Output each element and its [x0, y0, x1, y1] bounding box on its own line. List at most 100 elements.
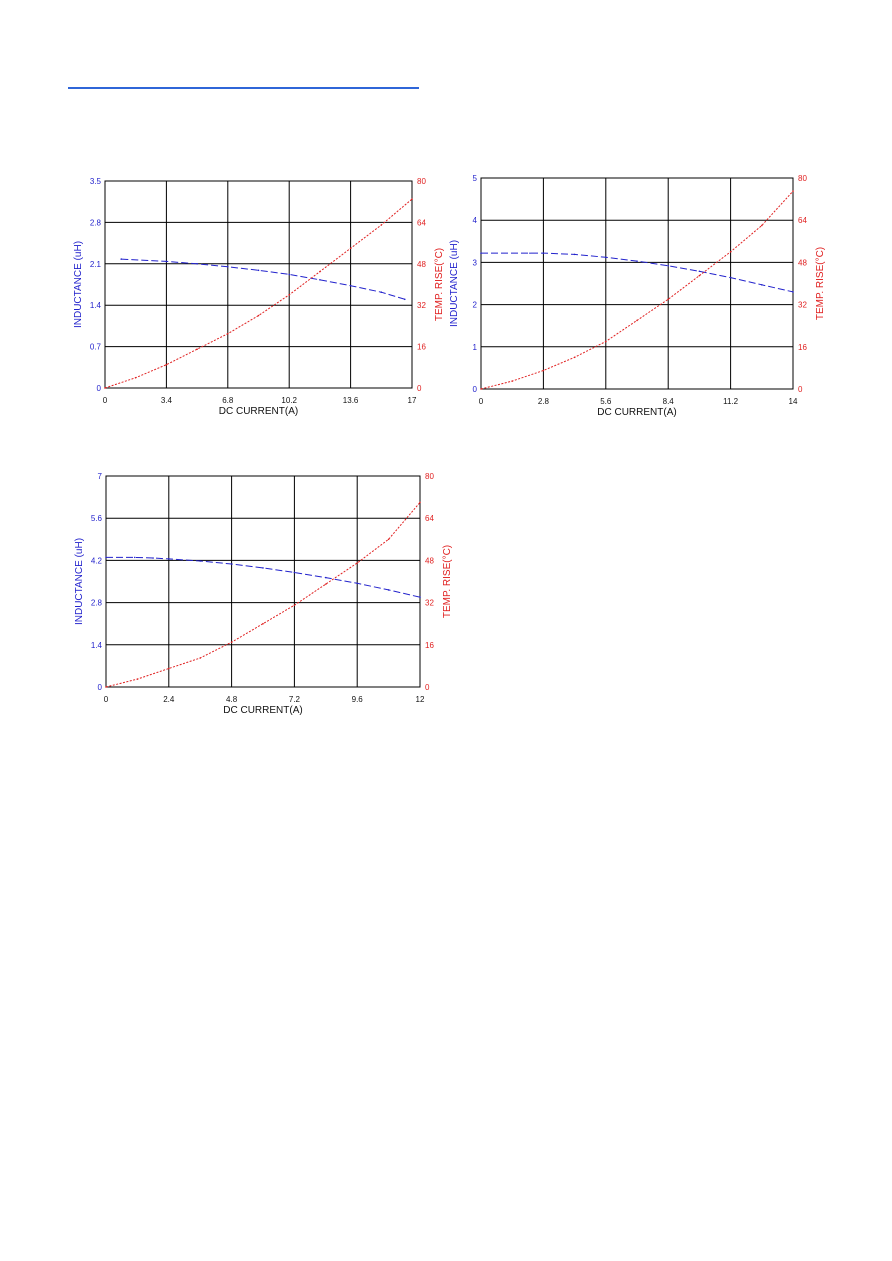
inductance-point [380, 291, 383, 293]
temp-rise-point [387, 538, 390, 541]
temp-rise-point [698, 274, 701, 277]
y-right-tick-label: 0 [798, 385, 803, 394]
y-right-tick-label: 48 [425, 556, 434, 565]
temp-rise-point [199, 657, 201, 659]
inductance-curve [121, 258, 405, 300]
y-left-tick-label: 0 [473, 385, 478, 394]
temp-rise-point [605, 340, 607, 343]
inductance-point [698, 270, 701, 273]
temp-rise-point [319, 270, 321, 273]
y-right-tick-label: 0 [425, 683, 430, 692]
y-left-axis-label: INDUCTANCE (uH) [74, 538, 85, 625]
y-right-tick-label: 16 [425, 641, 434, 650]
y-left-tick-label: 0 [98, 683, 103, 692]
temp-rise-point [257, 314, 260, 317]
x-tick-label: 17 [408, 396, 417, 405]
x-tick-label: 13.6 [343, 396, 359, 405]
y-left-tick-label: 4.2 [91, 556, 103, 565]
inductance-point [605, 256, 607, 259]
y-right-tick-label: 48 [417, 260, 426, 269]
inductance-point [257, 269, 260, 272]
temp-rise-point [288, 294, 290, 296]
temp-rise-point [792, 190, 794, 192]
inductance-point [196, 263, 198, 265]
inductance-point [105, 556, 107, 559]
temp-rise-point [636, 319, 638, 322]
y-left-tick-label: 4 [473, 216, 478, 225]
inductance-point [230, 563, 233, 565]
inductance-curve [481, 252, 794, 293]
inductance-point [293, 571, 296, 574]
temp-rise-point [105, 686, 107, 688]
inductance-point [542, 252, 545, 254]
inductance-point [288, 273, 290, 276]
temp-rise-point [761, 224, 763, 227]
temp-rise-point [380, 224, 383, 226]
plot-frame [480, 177, 794, 390]
y-right-tick-label: 80 [417, 177, 426, 186]
y-right-tick-label: 32 [417, 301, 426, 310]
temp-rise-point [542, 369, 545, 372]
y-left-tick-label: 2.1 [90, 260, 102, 269]
y-right-tick-label: 64 [425, 514, 434, 523]
temp-rise-point [104, 387, 106, 389]
inductance-point [403, 298, 406, 301]
x-tick-label: 10.2 [281, 396, 297, 405]
x-axis-label: DC CURRENT(A) [597, 407, 676, 418]
temp-rise-point [165, 363, 168, 366]
y-left-tick-label: 5 [473, 174, 478, 183]
y-left-tick-label: 1.4 [91, 641, 103, 650]
chart-3: 0 2.4 4.8 7.2 9.6 1201.42.84.25.6701632486480… [74, 472, 453, 716]
x-tick-label: 11.2 [723, 397, 739, 406]
inductance-point [529, 252, 531, 254]
y-left-tick-label: 3.5 [90, 177, 102, 186]
inductance-point [227, 265, 229, 268]
temp-rise-point [411, 198, 413, 200]
header-rule [68, 87, 419, 89]
x-tick-label: 2.4 [163, 695, 175, 704]
temp-rise-point [227, 332, 229, 335]
inductance-point [419, 596, 421, 598]
inductance-point [480, 252, 482, 254]
y-left-axis-label: INDUCTANCE (uH) [73, 241, 84, 328]
y-right-tick-label: 48 [798, 258, 807, 267]
inductance-point [165, 260, 168, 263]
temp-rise-point [262, 622, 264, 625]
y-right-tick-label: 32 [798, 301, 807, 310]
x-tick-label: 0 [104, 695, 109, 704]
y-left-tick-label: 7 [98, 472, 103, 481]
temp-rise-point [573, 356, 576, 359]
x-tick-label: 0 [479, 397, 484, 406]
temp-rise-point [480, 388, 482, 390]
y-right-tick-label: 80 [798, 174, 807, 183]
x-tick-label: 7.2 [289, 695, 301, 704]
y-left-tick-label: 1.4 [90, 301, 102, 310]
temp-rise-point [511, 380, 513, 382]
temp-rise-point [196, 348, 198, 350]
temp-rise-curve [104, 198, 413, 389]
y-right-tick-label: 64 [798, 216, 807, 225]
x-tick-label: 12 [416, 695, 425, 704]
chart-1: 0 3.4 6.8 10.2 13.6 1700.71.42.12.83.50163248… [73, 177, 445, 417]
y-right-axis-label: TEMP. RISE(°C) [442, 545, 453, 618]
temp-rise-point [230, 641, 233, 643]
y-left-tick-label: 3 [473, 258, 478, 267]
y-right-tick-label: 64 [417, 218, 426, 227]
y-right-tick-label: 80 [425, 472, 434, 481]
plot-frame [104, 180, 413, 389]
y-right-tick-label: 16 [798, 343, 807, 352]
x-tick-label: 4.8 [226, 695, 238, 704]
x-tick-label: 2.8 [538, 397, 550, 406]
y-left-tick-label: 5.6 [91, 514, 103, 523]
x-axis-label: DC CURRENT(A) [223, 705, 302, 716]
inductance-point [667, 264, 669, 267]
inductance-point [319, 278, 321, 281]
temp-rise-point [419, 501, 421, 504]
temp-rise-point [349, 247, 352, 250]
y-left-tick-label: 1 [473, 343, 478, 352]
x-tick-label: 0 [103, 396, 108, 405]
x-tick-label: 6.8 [222, 396, 234, 405]
temp-rise-point [356, 562, 359, 564]
inductance-point [325, 576, 327, 579]
y-right-tick-label: 32 [425, 599, 434, 608]
